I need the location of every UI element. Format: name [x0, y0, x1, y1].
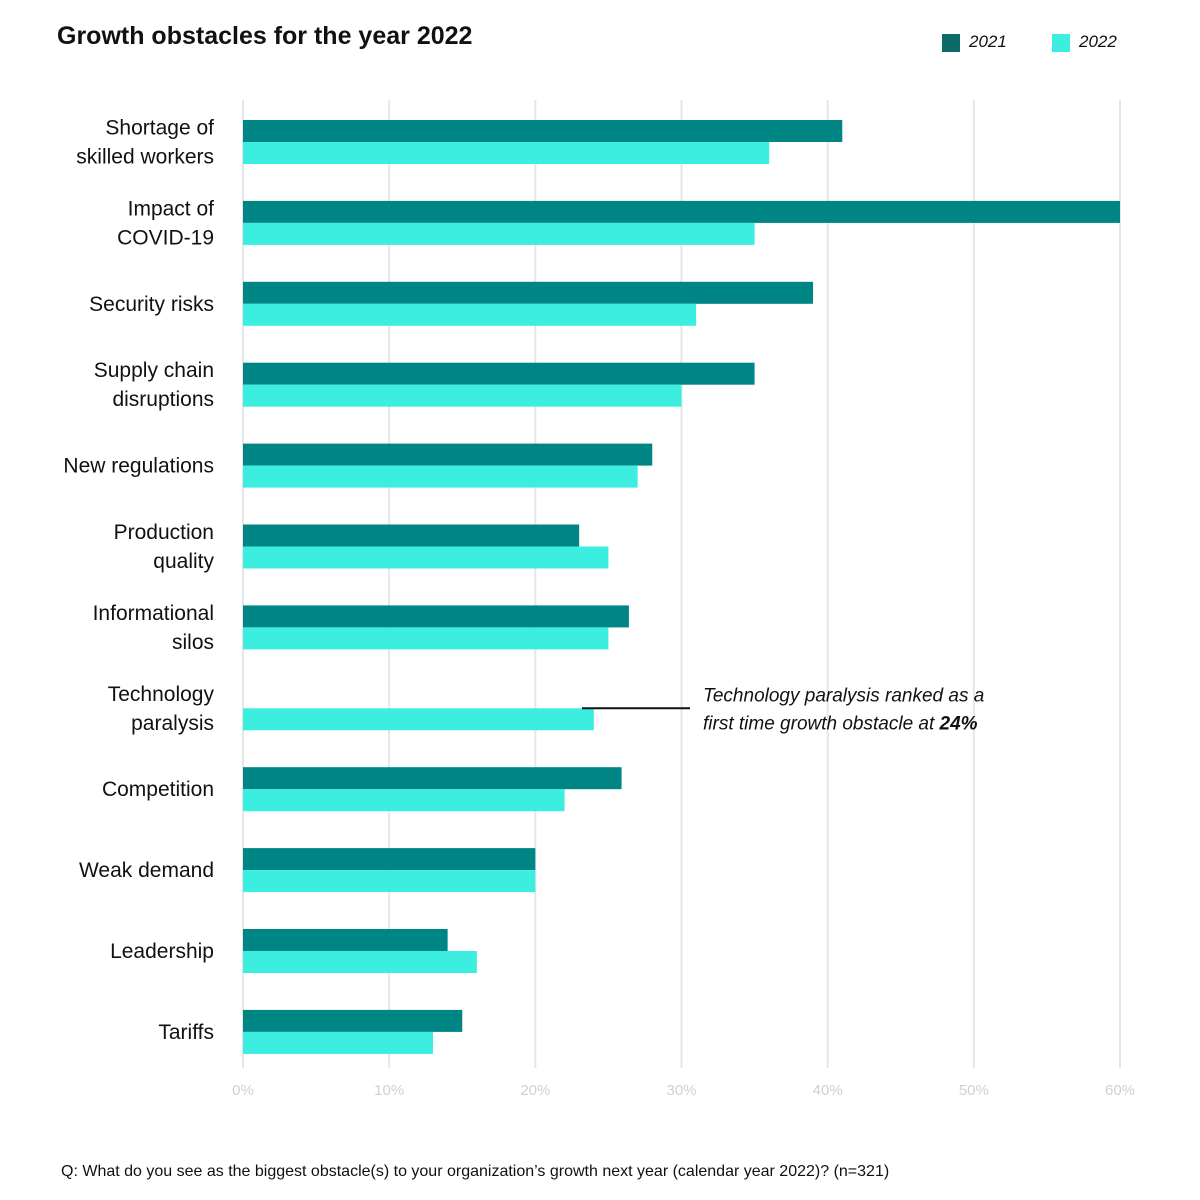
category-label: Weak demand — [79, 859, 214, 882]
bar-2021-2 — [243, 281, 814, 304]
bar-2021-0 — [243, 120, 843, 142]
x-tick-label: 30% — [666, 1082, 696, 1099]
legend-swatch-2021 — [942, 34, 960, 52]
category-label: Informational silos — [93, 602, 214, 654]
bar-2022-1 — [243, 222, 755, 245]
category-label: Security risks — [89, 293, 214, 316]
category-label: Supply chain disruptions — [94, 359, 214, 411]
bar-2021-9 — [243, 848, 536, 871]
x-tick-label: 60% — [1105, 1082, 1135, 1099]
bar-2022-5 — [243, 546, 609, 569]
annotation-text-line1: Technology paralysis ranked as a — [703, 685, 984, 706]
x-tick-label: 50% — [959, 1082, 989, 1099]
bar-2022-0 — [243, 142, 770, 164]
bar-2022-10 — [243, 951, 477, 973]
bar-2021-3 — [243, 362, 755, 385]
category-label: Impact of COVID-19 — [117, 197, 214, 249]
bar-2022-3 — [243, 384, 682, 407]
bar-2022-6 — [243, 627, 609, 650]
bar-2022-2 — [243, 303, 697, 326]
legend-swatch-2022 — [1052, 34, 1070, 52]
bar-2022-11 — [243, 1031, 434, 1054]
category-label: Competition — [102, 778, 214, 801]
bar-2021-10 — [243, 929, 448, 951]
category-label: Technology paralysis — [108, 683, 215, 735]
legend-label-2022: 2022 — [1079, 32, 1117, 51]
category-label: New regulations — [63, 455, 214, 478]
bar-2022-4 — [243, 465, 638, 488]
category-label: Shortage of skilled workers — [76, 117, 214, 169]
bar-chart: 0% 10% 20% 30% 40% 50% 60% Shortage of skilled w… — [63, 100, 1135, 1099]
category-label: Leadership — [110, 940, 214, 963]
bar-2022-9 — [243, 870, 536, 893]
x-tick-label: 40% — [813, 1082, 843, 1099]
category-label: Production quality — [114, 521, 215, 573]
bar-2021-5 — [243, 524, 580, 547]
bar-2022-8 — [243, 789, 565, 812]
bar-2021-1 — [243, 200, 1120, 223]
annotation-text-line2: first time growth obstacle at 24% — [703, 713, 978, 734]
bar-2022-7 — [243, 708, 594, 731]
bar-2021-11 — [243, 1009, 463, 1032]
x-tick-label: 10% — [374, 1082, 404, 1099]
x-tick-label: 20% — [520, 1082, 550, 1099]
bar-2021-4 — [243, 443, 653, 466]
legend-label-2021: 2021 — [969, 32, 1007, 51]
x-tick-label: 0% — [232, 1082, 254, 1099]
chart-title: Growth obstacles for the year 2022 — [57, 22, 473, 50]
category-label: Tariffs — [158, 1021, 214, 1044]
footnote: Q: What do you see as the biggest obstac… — [61, 1163, 890, 1180]
bar-2021-8 — [243, 767, 622, 790]
bar-2021-6 — [243, 605, 629, 628]
